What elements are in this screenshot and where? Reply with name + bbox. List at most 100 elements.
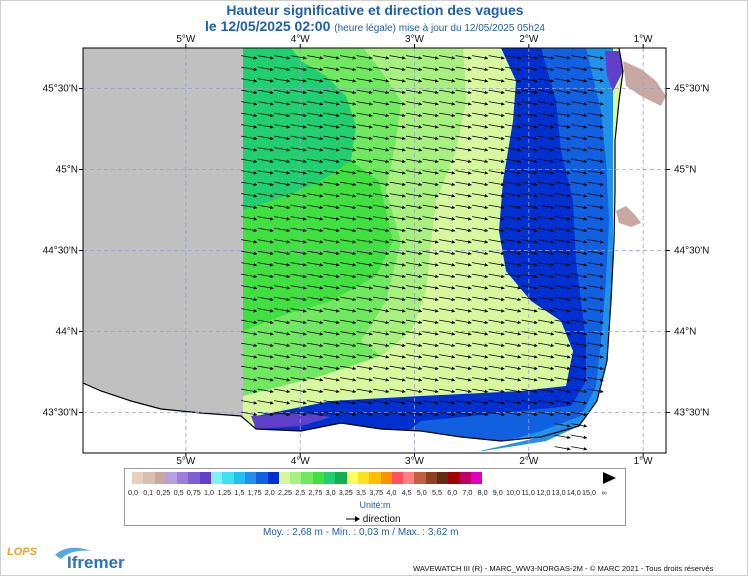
wave-direction-arrow — [422, 285, 439, 290]
wave-direction-arrow — [472, 262, 489, 267]
wave-direction-arrow — [538, 239, 555, 244]
wave-direction-arrow — [521, 388, 538, 394]
legend-color-cell — [459, 472, 471, 484]
wave-direction-arrow — [389, 296, 406, 302]
wave-direction-arrow — [323, 135, 340, 141]
wave-direction-arrow — [356, 55, 373, 60]
wave-direction-arrow — [290, 101, 307, 106]
wave-direction-arrow — [307, 285, 324, 290]
wave-direction-arrow — [422, 331, 439, 336]
wave-direction-arrow — [554, 296, 571, 302]
wave-direction-arrow — [505, 193, 522, 198]
wave-direction-arrow — [241, 250, 258, 256]
wave-direction-arrow — [422, 112, 439, 118]
wave-direction-arrow — [422, 78, 439, 83]
wave-direction-arrow — [488, 55, 505, 60]
wave-direction-arrow — [439, 89, 456, 95]
wave-direction-arrow — [521, 296, 538, 302]
wave-direction-arrow — [274, 158, 291, 164]
wave-direction-arrow — [257, 308, 274, 313]
wave-direction-arrow — [554, 446, 571, 451]
wave-direction-arrow — [241, 331, 258, 336]
wave-direction-arrow — [274, 112, 291, 118]
wave-direction-arrow — [356, 331, 373, 336]
wave-direction-arrow — [505, 112, 522, 118]
wave-direction-arrow — [521, 227, 538, 233]
longitude-label-top: 3°W — [405, 34, 424, 45]
wave-direction-arrow — [257, 319, 274, 325]
wave-direction-arrow — [488, 400, 505, 405]
wave-direction-arrow — [274, 411, 291, 417]
wave-direction-arrow — [290, 89, 307, 95]
wave-direction-arrow — [257, 78, 274, 83]
wave-direction-arrow — [521, 204, 538, 210]
wave-direction-arrow — [274, 285, 291, 290]
wave-direction-arrow — [307, 204, 324, 210]
wave-direction-arrow — [505, 285, 522, 290]
wave-direction-arrow — [340, 342, 357, 348]
wave-direction-arrow — [422, 227, 439, 233]
wave-direction-arrow — [505, 250, 522, 256]
wave-direction-arrow — [373, 308, 390, 313]
wave-direction-arrow — [554, 250, 571, 256]
wave-direction-arrow — [488, 158, 505, 164]
wave-direction-arrow — [323, 112, 340, 118]
wave-direction-arrow — [406, 227, 423, 233]
wave-direction-arrow — [488, 147, 505, 152]
wave-direction-arrow — [356, 147, 373, 152]
wave-direction-arrow — [488, 181, 505, 187]
legend-color-cell — [278, 472, 291, 484]
wave-direction-arrow — [340, 227, 357, 233]
wave-direction-arrow — [274, 273, 291, 279]
wave-direction-arrow — [554, 365, 571, 371]
wave-direction-arrow — [389, 66, 406, 72]
wave-direction-arrow — [307, 89, 324, 95]
color-legend: 0,0 0,1 0,25 0,5 0,75 1,0 1,25 1,5 1,75 2,0 2,25 2,… — [124, 468, 626, 526]
wave-direction-arrow — [538, 273, 555, 279]
wave-direction-arrow — [538, 285, 555, 290]
wave-direction-arrow — [521, 66, 538, 72]
wave-direction-arrow — [307, 147, 324, 152]
legend-color-cell — [380, 472, 392, 484]
wave-direction-arrow — [439, 388, 456, 394]
wave-direction-arrow — [323, 239, 340, 244]
wave-direction-arrow — [389, 285, 406, 290]
wave-direction-arrow — [274, 377, 291, 382]
wave-direction-arrow — [356, 354, 373, 359]
wave-direction-arrow — [389, 308, 406, 313]
wave-direction-arrow — [257, 262, 274, 267]
wave-direction-arrow — [373, 204, 390, 210]
wave-direction-arrow — [274, 331, 291, 336]
wave-direction-arrow — [538, 204, 555, 210]
wave-direction-arrow — [554, 193, 571, 198]
wave-direction-arrow — [257, 135, 274, 141]
wave-direction-arrow — [488, 101, 505, 106]
wave-direction-arrow — [241, 239, 258, 244]
wave-direction-arrow — [290, 262, 307, 267]
wave-direction-arrow — [323, 365, 340, 371]
wave-direction-arrow — [587, 170, 604, 175]
legend-value-label: 6,0 — [447, 488, 458, 497]
statistics-line: Moy. : 2,68 m - Min. : 0,03 m / Max. : 3… — [263, 527, 459, 538]
wave-direction-arrow — [290, 250, 307, 256]
wave-direction-arrow — [554, 78, 571, 83]
wave-direction-arrow — [340, 78, 357, 83]
wave-direction-arrow — [439, 181, 456, 187]
wave-direction-arrow — [571, 342, 588, 348]
latitude-label-right: 44°N — [674, 326, 697, 337]
wave-direction-arrow — [488, 239, 505, 244]
wave-direction-arrow — [356, 204, 373, 210]
latitude-label-right: 44°30'N — [674, 245, 710, 256]
wave-direction-arrow — [356, 388, 373, 394]
wave-direction-arrow — [406, 181, 423, 187]
wave-direction-arrow — [290, 296, 307, 302]
wave-direction-arrow — [340, 308, 357, 313]
wave-direction-arrow — [356, 308, 373, 313]
wave-direction-arrow — [340, 158, 357, 164]
wave-direction-arrow — [389, 101, 406, 106]
wave-direction-arrow — [439, 331, 456, 336]
wave-direction-arrow — [340, 55, 357, 60]
wave-direction-arrow — [571, 285, 588, 290]
wave-direction-arrow — [307, 296, 324, 302]
